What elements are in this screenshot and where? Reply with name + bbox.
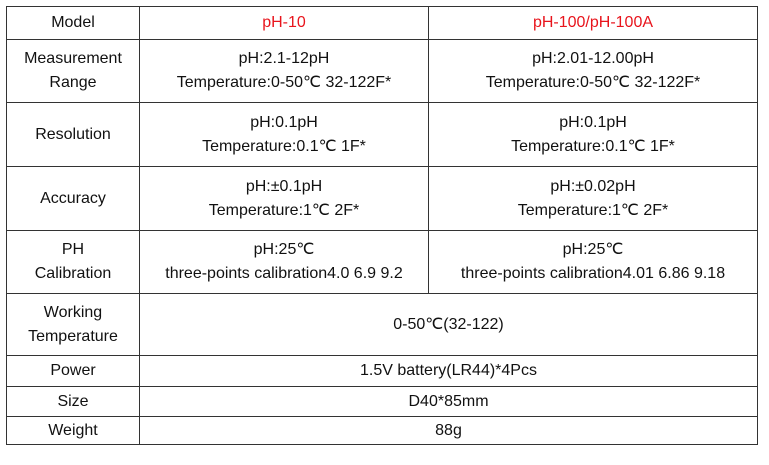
cell: 1.5V battery(LR44)*4Pcs [139, 355, 758, 387]
row-label: PH Calibration [6, 230, 140, 294]
cell-line: Temperature [28, 327, 118, 345]
cell-line: pH:0.1pH [250, 113, 318, 131]
cell: pH:0.1pH Temperature:0.1℃ 1F* [139, 102, 429, 167]
header-cell: pH-10 [139, 6, 429, 40]
row-label: Power [6, 355, 140, 387]
cell: pH:±0.02pH Temperature:1℃ 2F* [428, 166, 758, 231]
spec-table: Model pH-10 pH-100/pH-100A Measurement Range… [6, 6, 758, 445]
cell-line: Temperature:0.1℃ 1F* [511, 137, 675, 155]
cell-line: 88g [435, 421, 462, 439]
cell-line: Power [50, 362, 96, 379]
row-label: Weight [6, 416, 140, 445]
row-label: Working Temperature [6, 293, 140, 356]
cell: pH:±0.1pH Temperature:1℃ 2F* [139, 166, 429, 231]
cell: pH:2.1-12pH Temperature:0-50℃ 32-122F* [139, 39, 429, 103]
cell-line: Temperature:0.1℃ 1F* [202, 137, 366, 155]
header-cell: Model [6, 6, 140, 40]
cell-line: Temperature:1℃ 2F* [208, 201, 360, 219]
cell-line: Calibration [34, 265, 112, 282]
cell: pH:0.1pH Temperature:0.1℃ 1F* [428, 102, 758, 167]
cell-line: Range [49, 74, 97, 91]
cell-line: pH:25℃ [253, 241, 315, 258]
row-label: Resolution [6, 102, 140, 167]
cell: pH:25℃ three-points calibration4.01 6.86 … [428, 230, 758, 294]
cell-line: Temperature:0-50℃ 32-122F* [176, 74, 392, 91]
cell-line: pH:2.1-12pH [238, 50, 330, 67]
row-label: Measurement Range [6, 39, 140, 103]
cell-line: Temperature:0-50℃ 32-122F* [485, 74, 701, 91]
cell-line: pH:±0.1pH [245, 177, 323, 195]
table-body: Model pH-10 pH-100/pH-100A Measurement Range… [6, 6, 758, 445]
cell-line: 1.5V battery(LR44)*4Pcs [360, 362, 537, 379]
table-row: Size D40*85mm [6, 386, 758, 417]
cell-line: Working [43, 303, 103, 321]
cell-line: Size [57, 392, 89, 410]
cell-line: Measurement [24, 50, 122, 67]
cell-line: Temperature:1℃ 2F* [517, 201, 669, 219]
table-row: PH Calibration pH:25℃ three-points calibrat… [6, 230, 758, 294]
cell-line: pH:25℃ [562, 241, 624, 258]
row-label: Accuracy [6, 166, 140, 231]
table-row: Accuracy pH:±0.1pH Temperature:1℃ 2F* pH:±0… [6, 166, 758, 231]
cell-line: Resolution [35, 125, 111, 143]
row-label: Size [6, 386, 140, 417]
cell-line: three-points calibration4.0 6.9 9.2 [165, 265, 403, 282]
table-row: Resolution pH:0.1pH Temperature:0.1℃ 1F* pH… [6, 102, 758, 167]
cell-line: Accuracy [40, 189, 106, 207]
table-row: Weight 88g [6, 416, 758, 445]
cell-line: pH:2.01-12.00pH [532, 50, 654, 67]
cell-line: 0-50℃(32-122) [393, 315, 504, 333]
cell: 88g [139, 416, 758, 445]
cell: 0-50℃(32-122) [139, 293, 758, 356]
cell-line: three-points calibration4.01 6.86 9.18 [460, 265, 726, 282]
table-row: Power 1.5V battery(LR44)*4Pcs [6, 355, 758, 387]
header-row: Model pH-10 pH-100/pH-100A [6, 6, 758, 40]
cell-line: PH [61, 241, 85, 258]
cell-line: Weight [48, 421, 98, 439]
cell-line: pH:0.1pH [559, 113, 627, 131]
cell-line: D40*85mm [408, 392, 489, 410]
cell: pH:25℃ three-points calibration4.0 6.9 9.… [139, 230, 429, 294]
cell: pH:2.01-12.00pH Temperature:0-50℃ 32-122F… [428, 39, 758, 103]
header-cell: pH-100/pH-100A [428, 6, 758, 40]
cell-line: pH:±0.02pH [550, 177, 636, 195]
table-row: Working Temperature 0-50℃(32-122) [6, 293, 758, 356]
table-row: Measurement Range pH:2.1-12pH Temperature:0… [6, 39, 758, 103]
cell: D40*85mm [139, 386, 758, 417]
